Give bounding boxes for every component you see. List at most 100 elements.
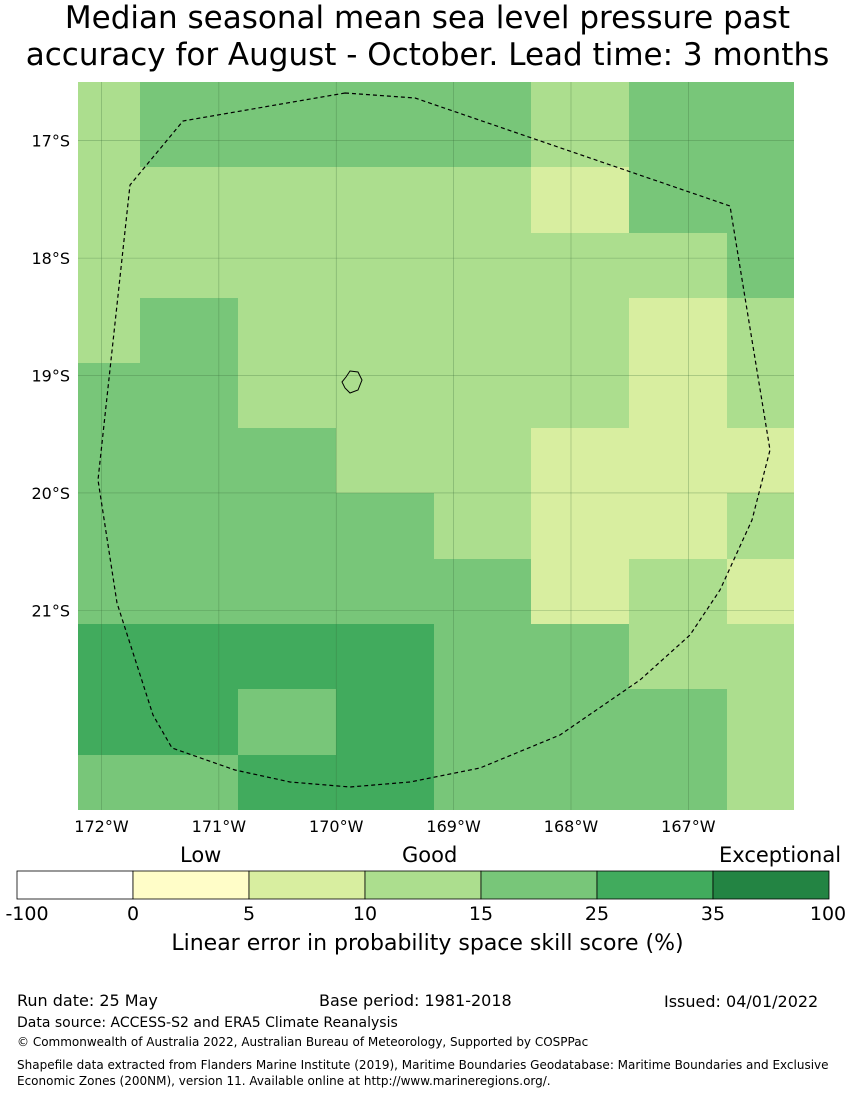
title-line-1: Median seasonal mean sea level pressure …: [64, 0, 791, 36]
colorbar-swatch: [480, 870, 598, 900]
grid-cell: [727, 689, 794, 755]
data-source: Data source: ACCESS-S2 and ERA5 Climate …: [17, 1015, 398, 1031]
latitude-tick-label: 21°S: [31, 601, 70, 620]
grid-cell: [629, 82, 794, 102]
grid-cell: [629, 428, 727, 493]
latitude-tick-label: 18°S: [31, 249, 70, 268]
grid-cell: [336, 689, 434, 755]
grid-cell: [140, 755, 238, 810]
grid-cell: [140, 233, 238, 298]
grid-cell: [238, 689, 336, 755]
colorbar-tick-label: 10: [352, 903, 378, 925]
longitude-tick-label: 171°W: [192, 817, 247, 836]
grid-cell: [78, 559, 140, 624]
grid-cell: [727, 233, 794, 298]
island-outline: [341, 370, 363, 394]
colorbar-swatch: [596, 870, 714, 900]
grid-cell: [629, 233, 727, 298]
grid-cell: [78, 233, 140, 298]
grid-cell: [629, 755, 727, 810]
colorbar-swatch: [712, 870, 830, 900]
grid-cell: [629, 167, 727, 233]
grid-cell: [238, 233, 336, 298]
colorbar: [16, 870, 830, 900]
grid-cell: [727, 559, 794, 624]
colorbar-tick-label: 15: [468, 903, 494, 925]
copyright: © Commonwealth of Australia 2022, Austra…: [17, 1035, 589, 1049]
colorbar-tick-label: 25: [584, 903, 610, 925]
grid-cell: [434, 363, 531, 428]
grid-cell: [531, 233, 629, 298]
colorbar-tick-label: 100: [809, 903, 847, 925]
latitude-tick-label: 20°S: [31, 484, 70, 503]
grid-cell: [78, 755, 140, 810]
longitude-labels: 172°W 171°W 170°W 169°W 168°W 167°W: [74, 817, 715, 836]
grid-cell: [336, 493, 434, 559]
grid-cell: [531, 493, 629, 559]
grid-cell: [434, 493, 531, 559]
title-line-2: accuracy for August - October. Lead time…: [25, 37, 830, 73]
colorbar-tick-label: 5: [242, 903, 256, 925]
grid-cell: [531, 689, 629, 755]
eez-boundary: [97, 92, 771, 788]
grid-cell: [434, 755, 531, 810]
colorbar-label-low: Low: [180, 843, 222, 867]
grid-cell: [434, 233, 531, 298]
colorbar-title: Linear error in probability space skill …: [171, 931, 684, 956]
grid-cell: [78, 428, 140, 493]
grid-cell: [531, 624, 629, 689]
longitude-tick-label: 170°W: [309, 817, 364, 836]
issued-date: Issued: 04/01/2022: [664, 992, 819, 1011]
grid-cell: [238, 559, 336, 624]
grid-cell: [140, 82, 531, 102]
grid-cell: [434, 689, 531, 755]
grid-cell: [629, 493, 727, 559]
latitude-tick-label: 19°S: [31, 367, 70, 386]
grid-cell: [727, 624, 794, 689]
grid-cell: [434, 167, 531, 233]
grid-cell: [140, 559, 238, 624]
grid-cell: [727, 755, 794, 810]
grid-cell: [531, 82, 629, 102]
grid-cell: [531, 363, 629, 428]
grid-cell: [727, 428, 794, 493]
grid-cell: [434, 428, 531, 493]
latitude-tick-label: 17°S: [31, 132, 70, 151]
grid-cell: [78, 82, 140, 102]
grid-cell: [238, 493, 336, 559]
grid-cell: [727, 493, 794, 559]
run-date: Run date: 25 May: [17, 991, 158, 1010]
grid-cell: [336, 298, 434, 363]
grid-cell: [336, 233, 434, 298]
graticule: [78, 82, 794, 810]
grid-cell: [531, 755, 629, 810]
grid-cell: [238, 363, 336, 428]
grid-cell: [434, 559, 531, 624]
grid-cell: [140, 624, 238, 689]
colorbar-swatch: [364, 870, 482, 900]
map-title: Median seasonal mean sea level pressure …: [0, 0, 855, 74]
longitude-tick-label: 172°W: [74, 817, 129, 836]
shapefile-credit: Shapefile data extracted from Flanders M…: [17, 1058, 829, 1088]
grid-cell: [727, 167, 794, 233]
grid-cell: [434, 624, 531, 689]
colorbar-swatch: [248, 870, 366, 900]
grid-cell: [531, 298, 629, 363]
longitude-tick-label: 167°W: [661, 817, 716, 836]
grid-cell: [629, 363, 727, 428]
latitude-labels: 17°S 18°S 19°S 20°S 21°S: [31, 132, 70, 621]
grid-cell: [238, 624, 336, 689]
grid-cell: [78, 298, 140, 363]
colorbar-label-exceptional: Exceptional: [719, 843, 842, 867]
grid-cell: [531, 167, 629, 233]
grid-cell: [78, 689, 140, 755]
colorbar-tick-label: -100: [5, 903, 49, 925]
grid-cell: [78, 167, 140, 233]
grid-cell: [336, 624, 434, 689]
colorbar-swatch: [16, 870, 134, 900]
grid-cell: [140, 689, 238, 755]
grid-cell: [629, 689, 727, 755]
grid-cell: [336, 167, 434, 233]
grid-cell: [140, 493, 238, 559]
